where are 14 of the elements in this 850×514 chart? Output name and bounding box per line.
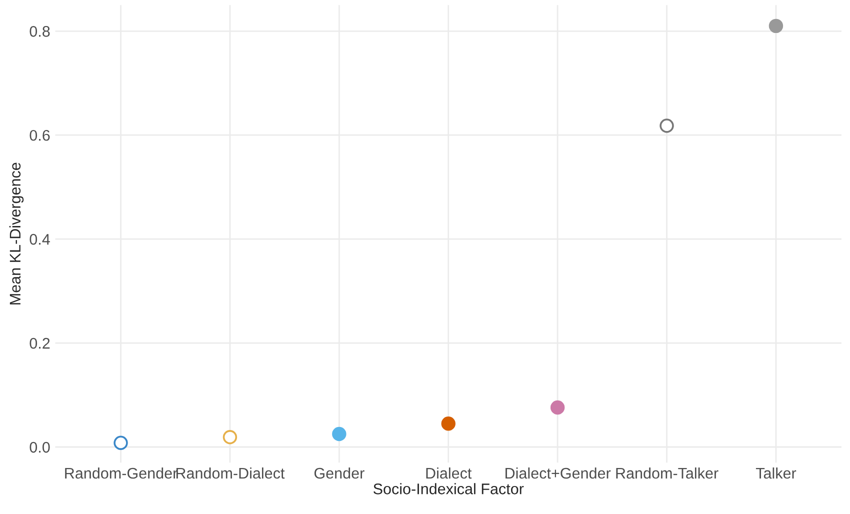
x-tick-label: Random-Gender: [65, 467, 178, 479]
y-tick-label: 0.0: [30, 442, 50, 453]
y-tick-label: 0.6: [30, 130, 50, 141]
y-tick-label: 0.2: [30, 338, 50, 349]
x-axis-title: Socio-Indexical Factor: [374, 483, 524, 494]
x-tick-label: Gender: [314, 467, 364, 479]
x-tick-label: Random-Dialect: [176, 467, 285, 479]
x-tick-label: Dialect: [426, 467, 472, 479]
x-tick-label: Talker: [756, 467, 796, 479]
x-tick-label: Dialect+Gender: [506, 467, 611, 479]
y-tick-label: 0.8: [30, 26, 50, 37]
x-tick-label: Random-Talker: [616, 467, 718, 479]
y-tick-label: 0.4: [30, 234, 50, 245]
y-axis-title: Mean KL-Divergence: [9, 162, 24, 304]
